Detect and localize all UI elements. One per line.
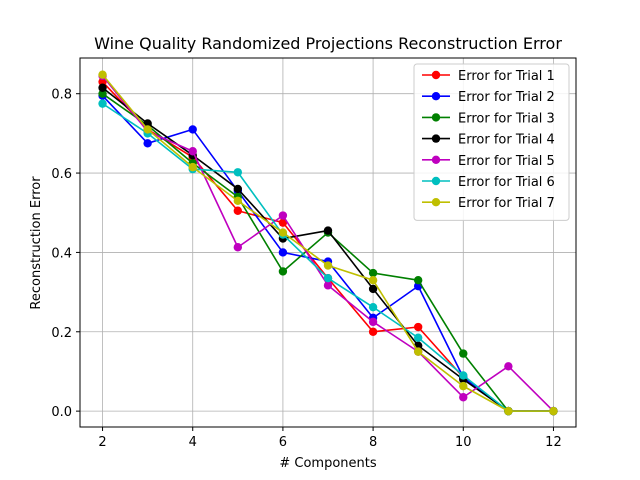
x-tick-label: 10 xyxy=(455,435,472,450)
data-point xyxy=(413,347,423,356)
data-point xyxy=(188,162,197,172)
legend-box xyxy=(413,63,570,221)
y-tick-label: 0.4 xyxy=(51,246,72,261)
data-point xyxy=(233,196,243,206)
data-point xyxy=(278,248,288,257)
data-point xyxy=(233,168,243,177)
y-tick-label: 0.8 xyxy=(51,88,72,103)
legend-item: Error for Trial 4 xyxy=(422,133,555,148)
data-point xyxy=(368,317,378,327)
data-point xyxy=(549,406,558,416)
legend-item: Error for Trial 7 xyxy=(422,196,555,211)
legend-label: Error for Trial 1 xyxy=(458,69,555,84)
legend-label: Error for Trial 2 xyxy=(458,90,555,105)
data-point xyxy=(278,267,288,276)
data-point xyxy=(143,119,152,128)
data-point xyxy=(368,302,378,312)
data-point xyxy=(323,226,333,235)
legend-marker xyxy=(431,70,441,80)
legend-label: Error for Trial 6 xyxy=(458,175,555,190)
legend-label: Error for Trial 3 xyxy=(458,111,555,126)
y-tick-label: 0.6 xyxy=(51,167,72,182)
legend-marker xyxy=(431,176,441,186)
legend-label: Error for Trial 7 xyxy=(458,196,555,211)
y-axis-label: Reconstruction Error xyxy=(29,176,44,310)
data-point xyxy=(368,327,378,336)
x-tick-label: 6 xyxy=(279,435,287,450)
legend-marker xyxy=(431,113,441,122)
legend-item: Error for Trial 1 xyxy=(422,69,555,84)
data-point xyxy=(368,284,378,294)
x-tick-label: 4 xyxy=(189,435,197,450)
x-tick-label: 12 xyxy=(545,435,562,450)
data-point xyxy=(323,274,333,283)
data-point xyxy=(98,99,107,108)
y-tick-label: 0.0 xyxy=(51,405,72,420)
data-point xyxy=(504,362,513,371)
legend-item: Error for Trial 3 xyxy=(422,111,555,126)
data-point xyxy=(233,206,243,215)
data-point xyxy=(459,371,468,380)
data-point xyxy=(98,70,107,79)
chart-title: Wine Quality Randomized Projections Reco… xyxy=(94,34,562,53)
data-point xyxy=(143,139,152,148)
legend-item: Error for Trial 6 xyxy=(422,175,555,190)
data-point xyxy=(188,125,197,134)
data-point xyxy=(368,268,378,278)
data-point xyxy=(278,228,288,237)
data-point xyxy=(459,349,468,358)
data-point xyxy=(459,393,468,402)
data-point xyxy=(459,381,468,391)
legend-label: Error for Trial 4 xyxy=(458,133,555,148)
legend-marker xyxy=(431,198,441,207)
legend-marker xyxy=(431,92,441,101)
data-point xyxy=(98,83,107,92)
axes-frame xyxy=(79,57,577,428)
legend-item: Error for Trial 5 xyxy=(422,154,555,169)
data-point xyxy=(278,211,288,220)
legend-item: Error for Trial 2 xyxy=(422,90,555,105)
data-point xyxy=(98,89,107,98)
legend: Error for Trial 1 Error for Trial 2 Error … xyxy=(413,63,570,221)
data-point xyxy=(233,243,243,252)
legend-label: Error for Trial 5 xyxy=(458,154,555,169)
data-point xyxy=(143,125,152,134)
series-trial-7 xyxy=(98,70,558,416)
legend-marker xyxy=(431,155,441,164)
data-point xyxy=(413,275,423,285)
data-point xyxy=(98,77,107,87)
data-point xyxy=(413,333,423,342)
data-point xyxy=(188,147,197,156)
data-point xyxy=(323,281,333,290)
data-point xyxy=(368,275,378,285)
data-point xyxy=(278,218,288,227)
x-tick-label: 8 xyxy=(369,435,377,450)
legend-marker xyxy=(431,134,441,143)
x-axis-label: # Components xyxy=(279,456,376,471)
data-point xyxy=(413,322,423,332)
y-tick-label: 0.2 xyxy=(51,326,72,341)
data-point xyxy=(323,261,333,270)
data-point xyxy=(504,406,513,416)
x-tick-label: 2 xyxy=(98,435,106,450)
data-point xyxy=(233,184,243,194)
